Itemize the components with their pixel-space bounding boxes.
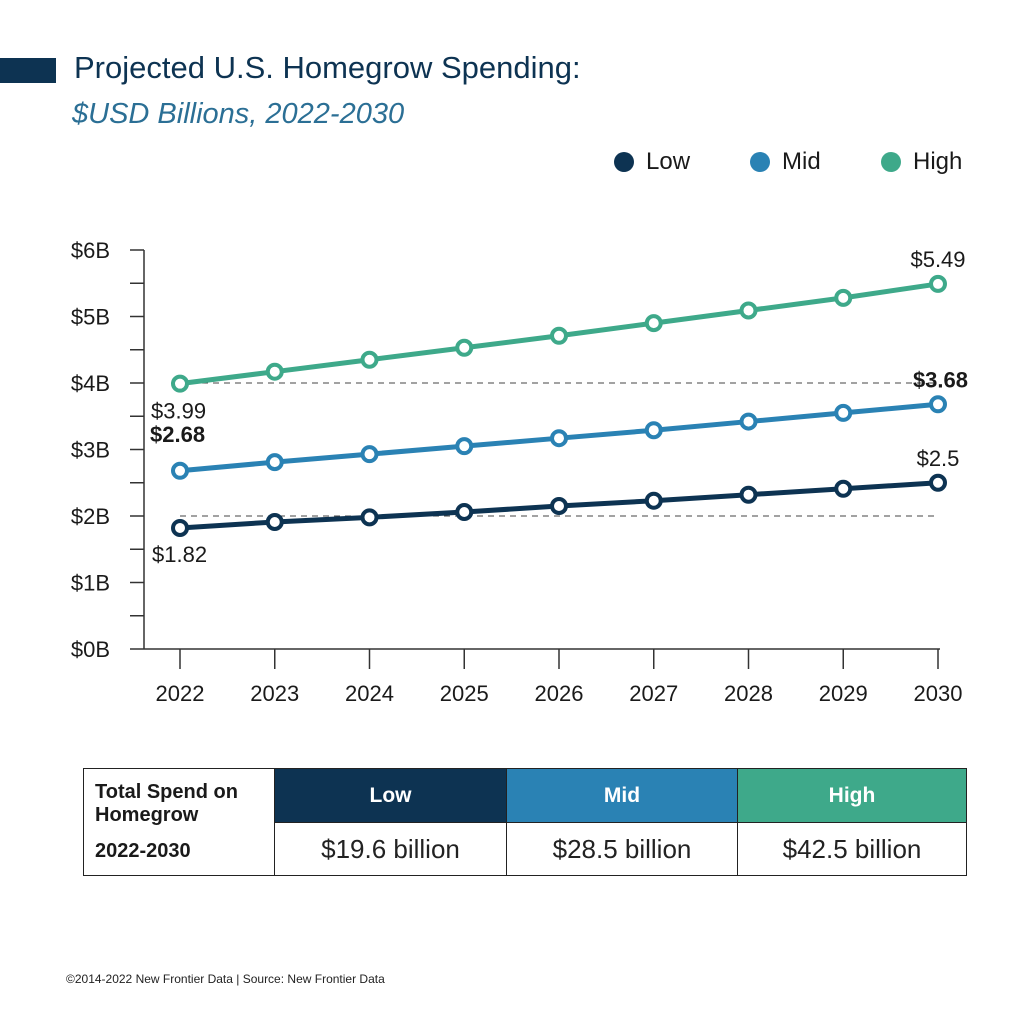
x-tick-label: 2024: [345, 681, 394, 706]
data-point-high: [550, 326, 568, 345]
data-point-high: [929, 274, 947, 293]
data-point-low: [834, 479, 853, 498]
summary-header-mid: Mid: [507, 769, 737, 823]
data-point-low: [455, 503, 474, 522]
x-tick-label: 2025: [440, 681, 489, 706]
data-label-start-high: $3.99: [151, 399, 206, 424]
y-tick-label: $0B: [71, 637, 110, 662]
data-label-end-low: $2.5: [917, 446, 960, 471]
summary-years: 2022-2030: [95, 840, 191, 862]
summary-header-low: Low: [275, 769, 506, 823]
legend-marker-low: [614, 152, 634, 172]
legend-label-mid: Mid: [782, 148, 821, 175]
legend-label-low: Low: [646, 148, 691, 175]
chart-legend: Low Mid High: [0, 148, 1025, 182]
y-tick-label: $3B: [71, 438, 110, 463]
summary-value-low: $19.6 billion: [321, 833, 460, 864]
x-tick-label: 2028: [724, 681, 773, 706]
data-point-high: [360, 350, 379, 369]
title-accent-bar: [0, 58, 56, 83]
x-tick-label: 2029: [819, 681, 868, 706]
y-tick-label: $1B: [71, 571, 110, 596]
chart-title: Projected U.S. Homegrow Spending:: [74, 50, 581, 85]
x-tick-label: 2030: [914, 681, 963, 706]
x-tick-label: 2022: [156, 681, 205, 706]
data-point-mid: [360, 445, 379, 464]
legend-label-high: High: [913, 148, 963, 175]
data-point-mid: [739, 412, 758, 431]
data-point-mid: [265, 453, 284, 472]
summary-col-high: High $42.5 billion: [737, 769, 966, 875]
chart-subtitle: $USD Billions, 2022-2030: [72, 98, 405, 130]
data-point-low: [171, 518, 189, 537]
x-tick-label: 2026: [535, 681, 584, 706]
summary-value-high: $42.5 billion: [782, 833, 922, 864]
data-point-mid: [550, 429, 568, 448]
summary-label-cell: Total Spend on Homegrow 2022-2030: [84, 769, 275, 875]
legend-marker-mid: [750, 152, 770, 172]
y-tick-label: $5B: [71, 305, 110, 330]
data-point-high: [265, 362, 284, 381]
data-label-end-high: $5.49: [910, 247, 965, 272]
summary-value-mid: $28.5 billion: [552, 833, 692, 864]
x-tick-label: 2027: [629, 681, 678, 706]
data-label-start-low: $1.82: [152, 542, 207, 567]
y-tick-label: $6B: [71, 238, 110, 263]
data-point-low: [550, 497, 568, 516]
line-chart: $0B $1B $2B $3B $4B $5B $6B 2022 2023 2024 2025 202…: [71, 238, 968, 706]
data-point-mid: [171, 461, 189, 480]
x-tick-label: 2023: [250, 681, 299, 706]
data-point-high: [455, 338, 474, 357]
data-point-mid: [834, 403, 853, 422]
data-point-high: [171, 374, 189, 393]
data-point-low: [360, 508, 379, 527]
data-point-low: [644, 491, 663, 510]
legend-item-high: High: [881, 148, 962, 176]
data-label-start-mid: $2.68: [150, 422, 205, 447]
y-tick-label: $2B: [71, 504, 110, 529]
data-point-high: [739, 301, 758, 320]
summary-table: Total Spend on Homegrow 2022-2030 Low $1…: [83, 768, 967, 876]
data-point-low: [929, 473, 947, 492]
data-point-low: [739, 485, 758, 504]
data-point-mid: [455, 437, 474, 456]
footer-credit: ©2014-2022 New Frontier Data | Source: N…: [66, 972, 385, 986]
legend-item-mid: Mid: [750, 148, 821, 176]
legend-marker-high: [881, 152, 901, 172]
summary-col-low: Low $19.6 billion: [275, 769, 506, 875]
data-point-low: [265, 512, 284, 531]
data-label-end-mid: $3.68: [913, 367, 968, 392]
summary-col-mid: Mid $28.5 billion: [506, 769, 737, 875]
y-tick-label: $4B: [71, 371, 110, 396]
data-point-mid: [929, 395, 947, 414]
data-point-high: [834, 288, 853, 307]
summary-label: Total Spend on Homegrow: [95, 781, 238, 826]
data-point-high: [644, 314, 663, 333]
data-point-mid: [644, 421, 663, 440]
legend-item-low: Low: [614, 148, 690, 176]
summary-header-high: High: [738, 769, 966, 823]
